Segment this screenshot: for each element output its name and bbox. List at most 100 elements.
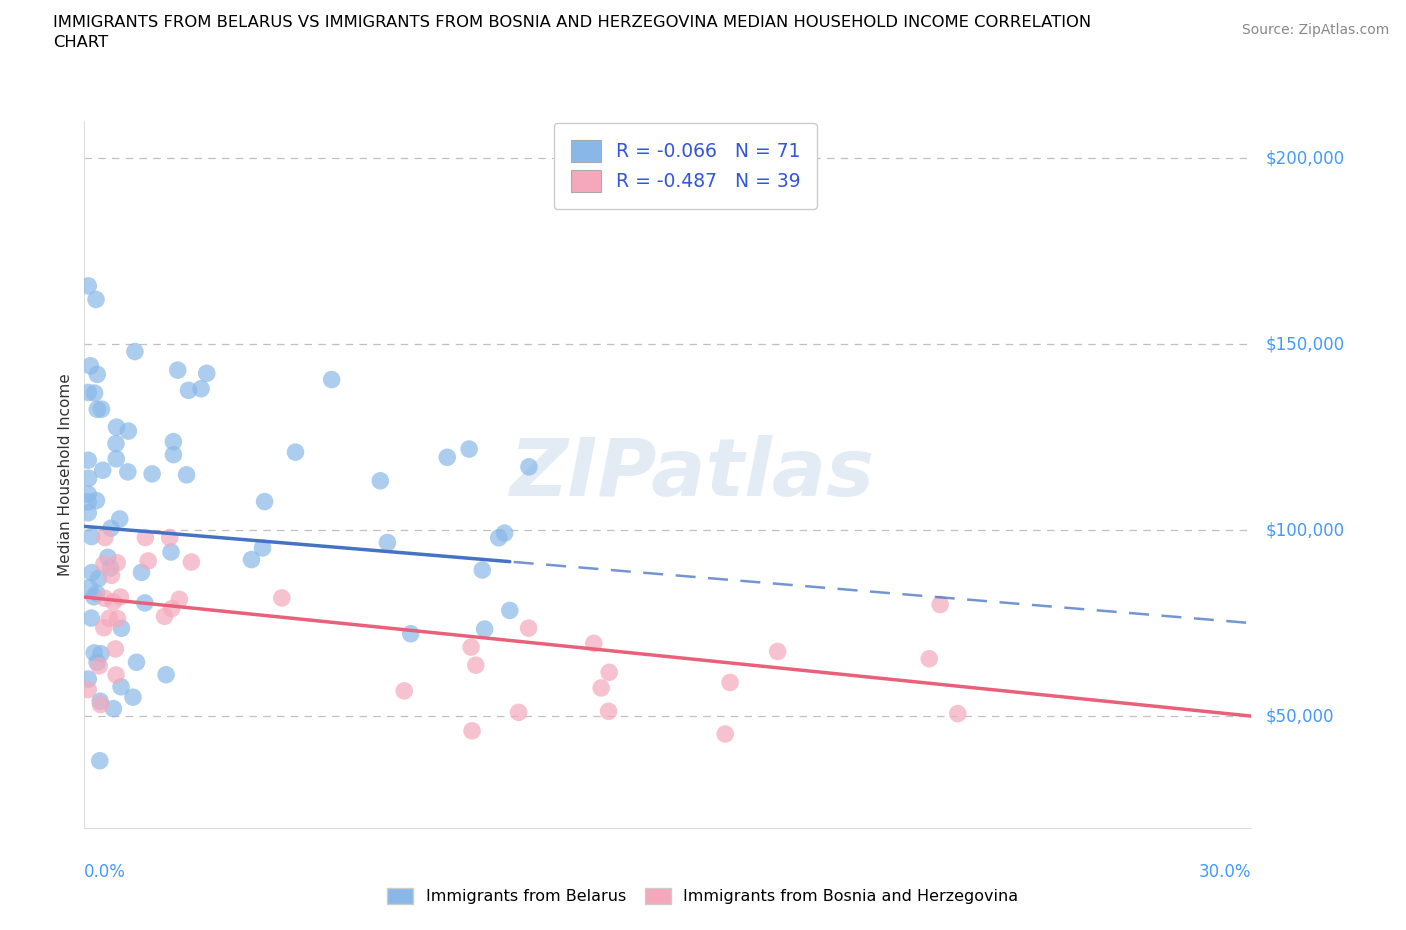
Point bbox=[77, 385, 100, 400]
Point bbox=[582, 636, 605, 651]
Point bbox=[598, 704, 620, 719]
Point bbox=[110, 621, 132, 636]
Point bbox=[918, 651, 941, 666]
Point bbox=[929, 597, 952, 612]
Point bbox=[91, 463, 114, 478]
Point bbox=[125, 655, 148, 670]
Point bbox=[160, 601, 183, 616]
Point bbox=[89, 658, 111, 673]
Point bbox=[105, 451, 128, 466]
Point bbox=[77, 495, 100, 510]
Point bbox=[162, 447, 184, 462]
Point bbox=[141, 467, 163, 482]
Point bbox=[104, 436, 127, 451]
Point bbox=[270, 591, 292, 605]
Text: 30.0%: 30.0% bbox=[1199, 863, 1251, 881]
Point bbox=[159, 530, 181, 545]
Point bbox=[90, 402, 112, 417]
Point bbox=[392, 684, 415, 698]
Point bbox=[94, 530, 117, 545]
Point bbox=[177, 383, 200, 398]
Point bbox=[134, 530, 156, 545]
Point bbox=[124, 344, 146, 359]
Point bbox=[83, 590, 105, 604]
Text: $50,000: $50,000 bbox=[1265, 707, 1334, 725]
Point bbox=[80, 611, 103, 626]
Point bbox=[176, 468, 198, 483]
Point bbox=[105, 419, 128, 434]
Point bbox=[436, 450, 458, 465]
Point bbox=[77, 486, 100, 501]
Point bbox=[474, 621, 496, 636]
Point bbox=[100, 561, 122, 576]
Point bbox=[104, 642, 127, 657]
Point bbox=[89, 694, 111, 709]
Point bbox=[110, 679, 132, 694]
Legend: Immigrants from Belarus, Immigrants from Bosnia and Herzegovina: Immigrants from Belarus, Immigrants from… bbox=[381, 882, 1025, 910]
Text: $200,000: $200,000 bbox=[1265, 149, 1344, 167]
Point bbox=[377, 535, 399, 550]
Point bbox=[86, 493, 108, 508]
Point bbox=[461, 724, 484, 738]
Point bbox=[97, 550, 120, 565]
Point bbox=[77, 505, 100, 520]
Point bbox=[117, 423, 139, 438]
Point bbox=[399, 626, 422, 641]
Point bbox=[83, 645, 105, 660]
Point bbox=[93, 557, 115, 572]
Point bbox=[83, 386, 105, 401]
Point bbox=[508, 705, 530, 720]
Point bbox=[180, 554, 202, 569]
Point bbox=[103, 701, 125, 716]
Point bbox=[105, 668, 128, 683]
Text: $150,000: $150,000 bbox=[1265, 335, 1344, 353]
Point bbox=[105, 555, 128, 570]
Point bbox=[77, 671, 100, 686]
Point bbox=[86, 586, 108, 601]
Point bbox=[195, 365, 218, 380]
Point bbox=[160, 545, 183, 560]
Point bbox=[598, 665, 620, 680]
Point bbox=[488, 530, 510, 545]
Point bbox=[517, 459, 540, 474]
Point bbox=[499, 603, 522, 618]
Point bbox=[714, 726, 737, 741]
Point bbox=[517, 620, 540, 635]
Point bbox=[134, 595, 156, 610]
Point bbox=[77, 683, 100, 698]
Point bbox=[166, 363, 188, 378]
Point bbox=[103, 594, 125, 609]
Point bbox=[169, 591, 191, 606]
Text: ZIPatlas: ZIPatlas bbox=[509, 435, 873, 513]
Legend: R = -0.066   N = 71, R = -0.487   N = 39: R = -0.066 N = 71, R = -0.487 N = 39 bbox=[554, 123, 817, 208]
Point bbox=[591, 681, 613, 696]
Point bbox=[77, 471, 100, 485]
Point bbox=[190, 381, 212, 396]
Point bbox=[162, 434, 184, 449]
Point bbox=[458, 442, 481, 457]
Point bbox=[155, 667, 177, 682]
Text: $100,000: $100,000 bbox=[1265, 521, 1344, 539]
Point bbox=[460, 640, 482, 655]
Point bbox=[77, 278, 100, 293]
Point bbox=[80, 565, 103, 580]
Point bbox=[718, 675, 741, 690]
Point bbox=[122, 690, 145, 705]
Point bbox=[494, 525, 516, 540]
Point bbox=[253, 494, 276, 509]
Point bbox=[321, 372, 343, 387]
Y-axis label: Median Household Income: Median Household Income bbox=[58, 373, 73, 576]
Point bbox=[87, 571, 110, 586]
Point bbox=[110, 590, 132, 604]
Point bbox=[464, 658, 486, 672]
Point bbox=[153, 609, 176, 624]
Text: IMMIGRANTS FROM BELARUS VS IMMIGRANTS FROM BOSNIA AND HERZEGOVINA MEDIAN HOUSEHO: IMMIGRANTS FROM BELARUS VS IMMIGRANTS FR… bbox=[53, 15, 1091, 30]
Point bbox=[946, 706, 969, 721]
Point bbox=[117, 464, 139, 479]
Point bbox=[86, 367, 108, 382]
Point bbox=[94, 591, 117, 605]
Point bbox=[89, 753, 111, 768]
Point bbox=[108, 512, 131, 526]
Point bbox=[98, 611, 121, 626]
Point bbox=[107, 611, 129, 626]
